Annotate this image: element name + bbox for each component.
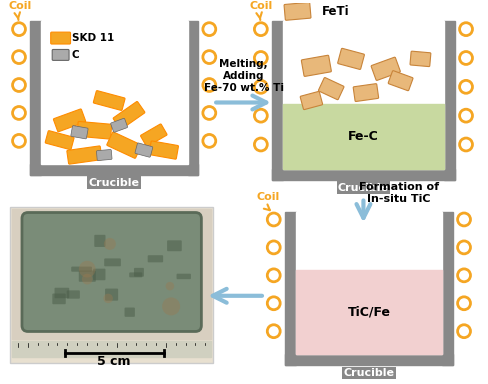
Bar <box>12 341 211 357</box>
Bar <box>283 21 444 169</box>
Text: Crucible: Crucible <box>338 183 389 193</box>
FancyBboxPatch shape <box>129 272 142 277</box>
FancyBboxPatch shape <box>410 51 431 66</box>
Bar <box>296 270 442 354</box>
FancyBboxPatch shape <box>97 149 112 161</box>
Text: FeTi: FeTi <box>322 5 350 18</box>
Bar <box>285 212 296 365</box>
Circle shape <box>79 261 96 278</box>
Text: 5 cm: 5 cm <box>98 355 131 368</box>
Bar <box>187 21 199 175</box>
Bar <box>272 169 455 180</box>
FancyBboxPatch shape <box>104 258 121 266</box>
FancyBboxPatch shape <box>52 293 66 304</box>
Bar <box>41 21 187 164</box>
Bar <box>272 21 283 180</box>
Bar <box>30 21 41 175</box>
FancyBboxPatch shape <box>300 91 323 109</box>
FancyBboxPatch shape <box>353 84 379 101</box>
FancyBboxPatch shape <box>135 143 153 157</box>
FancyBboxPatch shape <box>371 57 400 80</box>
FancyBboxPatch shape <box>107 132 142 158</box>
Bar <box>442 212 453 365</box>
Text: Coil: Coil <box>8 1 31 11</box>
Text: Crucible: Crucible <box>344 368 394 378</box>
Circle shape <box>82 274 93 285</box>
Circle shape <box>103 294 113 303</box>
Text: Coil: Coil <box>257 192 280 202</box>
FancyBboxPatch shape <box>77 121 112 139</box>
FancyBboxPatch shape <box>45 131 74 150</box>
Circle shape <box>165 282 174 290</box>
FancyBboxPatch shape <box>149 141 179 159</box>
FancyBboxPatch shape <box>105 288 118 301</box>
Text: TiC/Fe: TiC/Fe <box>347 306 390 319</box>
Text: C: C <box>72 50 79 60</box>
FancyBboxPatch shape <box>10 207 213 363</box>
FancyBboxPatch shape <box>71 266 92 272</box>
FancyBboxPatch shape <box>167 240 182 251</box>
FancyBboxPatch shape <box>141 124 167 146</box>
FancyBboxPatch shape <box>51 32 71 44</box>
Bar <box>285 354 453 365</box>
Text: Crucible: Crucible <box>89 178 140 188</box>
FancyBboxPatch shape <box>67 146 102 164</box>
FancyBboxPatch shape <box>67 290 80 299</box>
FancyBboxPatch shape <box>124 308 135 317</box>
FancyBboxPatch shape <box>134 268 144 277</box>
FancyBboxPatch shape <box>79 270 96 282</box>
Text: Fe-C: Fe-C <box>348 130 379 143</box>
FancyBboxPatch shape <box>113 101 145 129</box>
FancyBboxPatch shape <box>22 212 202 331</box>
FancyBboxPatch shape <box>93 269 105 280</box>
FancyBboxPatch shape <box>319 78 344 100</box>
Circle shape <box>162 297 180 315</box>
FancyBboxPatch shape <box>302 55 331 76</box>
FancyBboxPatch shape <box>71 126 88 139</box>
FancyBboxPatch shape <box>148 255 163 262</box>
Circle shape <box>104 238 116 250</box>
FancyBboxPatch shape <box>94 235 105 247</box>
Bar <box>12 209 211 339</box>
Text: Melting,
Adding
Fe-70 wt.% Ti: Melting, Adding Fe-70 wt.% Ti <box>203 60 284 93</box>
Bar <box>296 212 442 354</box>
FancyBboxPatch shape <box>388 71 413 91</box>
FancyBboxPatch shape <box>111 118 127 132</box>
Text: Coil: Coil <box>250 1 273 11</box>
FancyBboxPatch shape <box>338 48 365 70</box>
Text: Formation of
In-situ TiC: Formation of In-situ TiC <box>359 182 439 204</box>
Text: SKD 11: SKD 11 <box>72 33 114 43</box>
FancyBboxPatch shape <box>55 288 69 298</box>
FancyBboxPatch shape <box>177 274 191 279</box>
FancyBboxPatch shape <box>284 2 311 20</box>
Bar <box>30 164 199 175</box>
FancyBboxPatch shape <box>52 50 69 60</box>
Bar <box>283 104 444 169</box>
Bar <box>444 21 455 180</box>
FancyBboxPatch shape <box>93 91 125 110</box>
FancyBboxPatch shape <box>54 109 86 132</box>
